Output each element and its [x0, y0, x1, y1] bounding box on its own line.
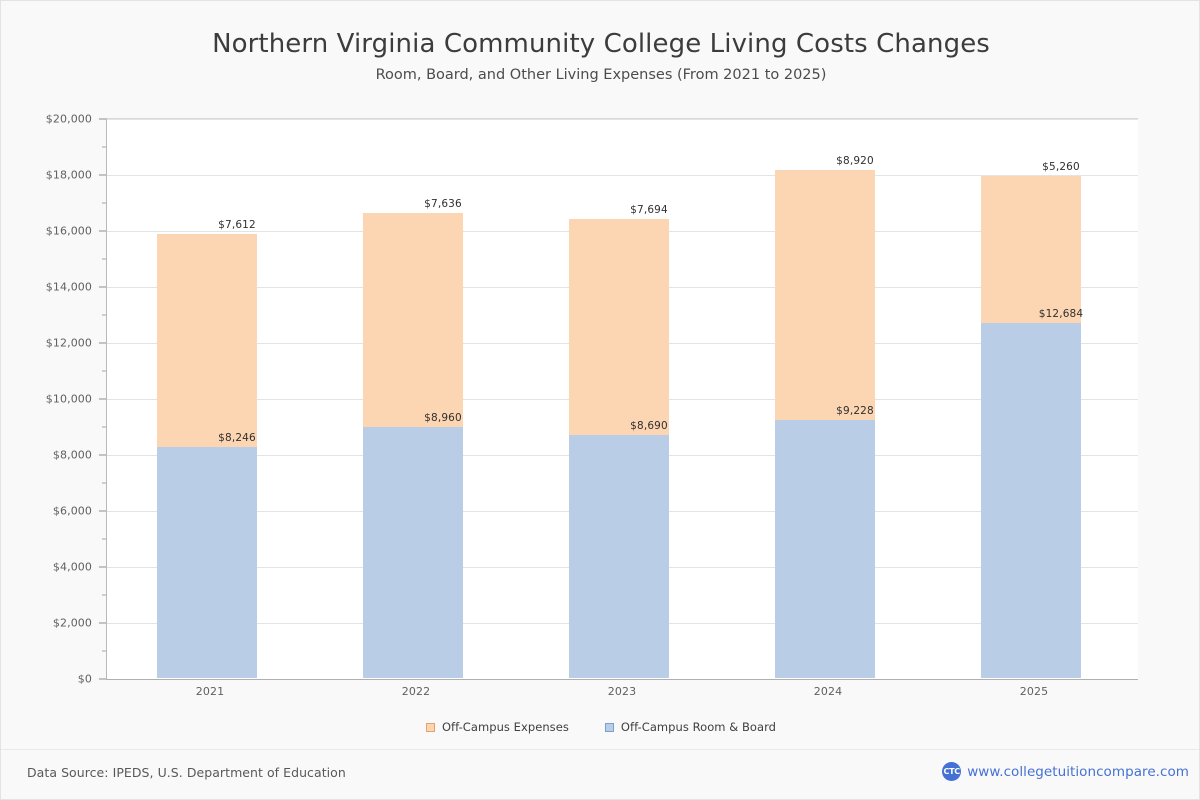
bar-segment-expenses[interactable]: [157, 234, 257, 448]
y-axis-label: $8,000: [52, 448, 92, 462]
bar-segment-expenses[interactable]: [775, 169, 875, 420]
y-axis-label: $12,000: [45, 336, 92, 350]
y-axis-label: $2,000: [52, 616, 92, 630]
y-axis-minor-tick: [102, 538, 106, 540]
chart-legend: Off-Campus Expenses Off-Campus Room & Boa…: [1, 720, 1200, 734]
bar-value-label-expenses: $5,260: [1042, 160, 1080, 173]
bar-value-label-room-and-board: $8,960: [424, 412, 462, 425]
bar-segment-expenses[interactable]: [363, 213, 463, 428]
y-axis-tick: [99, 566, 106, 568]
legend-item[interactable]: Off-Campus Room & Board: [604, 720, 777, 734]
y-axis-tick: [99, 118, 106, 120]
gridline: [107, 175, 1138, 176]
y-axis-label: $20,000: [45, 112, 92, 126]
bar-segment-expenses[interactable]: [981, 175, 1081, 323]
y-axis-label: $10,000: [45, 392, 92, 406]
bar-group[interactable]: $8,960 $7,636: [313, 118, 519, 678]
y-axis-tick: [99, 230, 106, 232]
x-axis-label: 2021: [195, 685, 225, 698]
y-axis-tick: [99, 398, 106, 400]
footer-divider: [1, 749, 1199, 750]
x-axis-label: 2023: [607, 685, 637, 698]
y-axis-minor-tick: [102, 146, 106, 148]
legend-item[interactable]: Off-Campus Expenses: [425, 720, 569, 734]
y-axis-tick: [99, 622, 106, 624]
bar-value-label-expenses: $7,694: [630, 204, 668, 217]
x-axis: 2021 2022 2023 2024 2025: [107, 679, 1137, 705]
x-axis-label: 2022: [401, 685, 431, 698]
bar-value-label-expenses: $7,612: [218, 218, 256, 231]
y-axis-label: $14,000: [45, 280, 92, 294]
y-axis-tick: [99, 510, 106, 512]
y-axis-minor-tick: [102, 650, 106, 652]
bar-value-label-expenses: $7,636: [424, 198, 462, 211]
site-url-label: www.collegetuitioncompare.com: [967, 763, 1189, 780]
bars-layer: $8,246 $7,612 $8,960 $7,636 $8,690 $7,694 $9,2…: [107, 118, 1137, 678]
y-axis-label: $4,000: [52, 560, 92, 574]
y-axis-minor-tick: [102, 202, 106, 204]
legend-swatch-icon: [604, 722, 614, 732]
bar-segment-room-and-board[interactable]: [363, 427, 463, 678]
x-axis-label: 2025: [1019, 685, 1049, 698]
chart-footer: Data Source: IPEDS, U.S. Department of E…: [1, 749, 1200, 799]
bar-value-label-room-and-board: $8,690: [630, 419, 668, 432]
y-axis-minor-tick: [102, 314, 106, 316]
y-axis-tick: [99, 678, 106, 680]
y-axis-minor-tick: [102, 258, 106, 260]
y-axis-label: $0: [77, 672, 92, 686]
y-axis-minor-tick: [102, 594, 106, 596]
x-axis-label: 2024: [813, 685, 843, 698]
ctc-logo-icon: CTC: [942, 762, 962, 781]
y-axis: $0 $2,000 $4,000 $6,000 $8,000 $10,000 $12,000…: [1, 113, 106, 686]
bar-group[interactable]: $8,246 $7,612: [107, 118, 313, 678]
page-title: Northern Virginia Community College Livi…: [212, 29, 990, 59]
gridline: [107, 119, 1138, 120]
bar-value-label-room-and-board: $12,684: [1038, 307, 1084, 320]
y-axis-tick: [99, 454, 106, 456]
legend-label: Off-Campus Expenses: [441, 720, 569, 734]
bar-segment-room-and-board[interactable]: [569, 434, 669, 678]
y-axis-label: $16,000: [45, 224, 92, 238]
y-axis-tick: [99, 342, 106, 344]
bar-value-label-room-and-board: $8,246: [218, 432, 256, 445]
bar-group[interactable]: $8,690 $7,694: [519, 118, 725, 678]
y-axis-label: $6,000: [52, 504, 92, 518]
chart-subtitle: Room, Board, and Other Living Expenses (…: [375, 67, 827, 83]
bar-group[interactable]: $9,228 $8,920: [725, 118, 931, 678]
bar-segment-room-and-board[interactable]: [981, 322, 1081, 678]
legend-label: Off-Campus Room & Board: [620, 720, 777, 734]
bar-group[interactable]: $12,684 $5,260: [931, 118, 1137, 678]
bar-value-label-room-and-board: $9,228: [836, 404, 874, 417]
bar-segment-room-and-board[interactable]: [775, 419, 875, 678]
y-axis-tick: [99, 174, 106, 176]
y-axis-minor-tick: [102, 370, 106, 372]
bar-segment-expenses[interactable]: [569, 219, 669, 435]
y-axis-minor-tick: [102, 482, 106, 484]
y-axis-tick: [99, 286, 106, 288]
data-source-text: Data Source: IPEDS, U.S. Department of E…: [27, 765, 346, 780]
y-axis-minor-tick: [102, 426, 106, 428]
chart-header: Northern Virginia Community College Livi…: [1, 27, 1200, 84]
y-axis-label: $18,000: [45, 168, 92, 182]
site-link[interactable]: CTC www.collegetuitioncompare.com: [942, 762, 1189, 781]
legend-swatch-icon: [425, 722, 435, 732]
bar-value-label-expenses: $8,920: [836, 154, 874, 167]
bar-segment-room-and-board[interactable]: [157, 447, 257, 678]
